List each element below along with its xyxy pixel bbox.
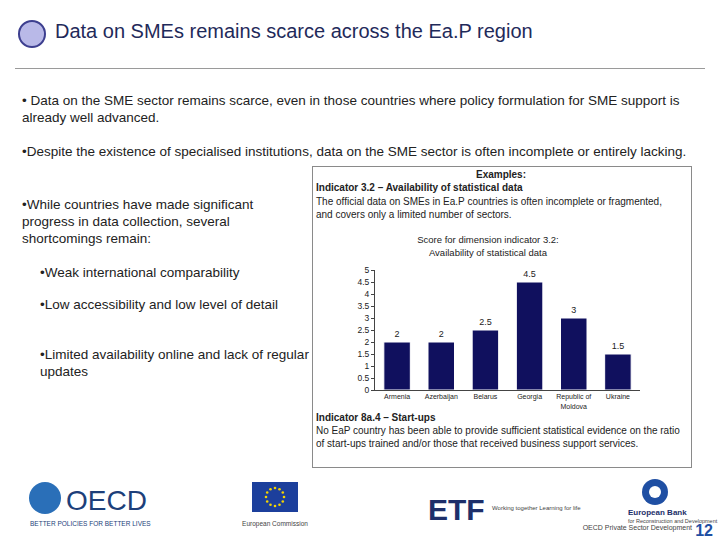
svg-text:4.5: 4.5	[523, 269, 536, 279]
svg-text:ETF: ETF	[428, 493, 485, 526]
svg-text:4.5: 4.5	[357, 277, 369, 287]
html-text:•While countries have made sig: •While countries have made significant p…	[22, 197, 254, 246]
svg-text:OECD Private Sector Developmen: OECD Private Sector Development	[583, 524, 692, 532]
svg-text:2: 2	[365, 337, 370, 347]
html-text:The official data on SMEs in E: The official data on SMEs in Ea.P countr…	[316, 196, 662, 220]
svg-text:Working together Learning for: Working together Learning for life	[492, 505, 581, 511]
svg-text:4: 4	[365, 289, 370, 299]
svg-text:Armenia: Armenia	[384, 393, 410, 400]
svg-text:0.5: 0.5	[357, 373, 369, 383]
svg-text:BETTER POLICIES FOR BETTER LIV: BETTER POLICIES FOR BETTER LIVES	[30, 520, 151, 527]
svg-text:3.5: 3.5	[357, 301, 369, 311]
svg-text:1.5: 1.5	[612, 341, 625, 351]
html-text:No EaP country has been able t: No EaP country has been able to provide …	[316, 425, 680, 449]
svg-text:for Reconstruction and Develop: for Reconstruction and Development	[628, 518, 718, 524]
html-text:•Low accessibility and low lev: •Low accessibility and low level of deta…	[40, 297, 279, 312]
html-text:Data on SMEs remains scarce ac: Data on SMEs remains scarce across the E…	[55, 20, 533, 42]
html-text:Indicator 8a.4 – Start-ups: Indicator 8a.4 – Start-ups	[316, 412, 436, 423]
svg-text:European Bank: European Bank	[628, 508, 687, 517]
html-text:•Weak international comparabil: •Weak international comparability	[40, 265, 240, 280]
svg-text:Belarus: Belarus	[474, 393, 498, 400]
html-text:•Limited availability online a: •Limited availability online and lack of…	[40, 347, 309, 379]
svg-text:12: 12	[695, 522, 713, 539]
svg-text:3: 3	[571, 305, 576, 315]
svg-text:2.5: 2.5	[357, 325, 369, 335]
svg-text:3: 3	[365, 313, 370, 323]
svg-text:2.5: 2.5	[479, 317, 492, 327]
html-text:Examples:: Examples:	[476, 169, 526, 180]
svg-text:1.5: 1.5	[357, 349, 369, 359]
html-text:• Data on the SME sector remai: • Data on the SME sector remains scarce,…	[22, 93, 680, 125]
svg-text:5: 5	[365, 265, 370, 275]
svg-text:Ukraine: Ukraine	[606, 393, 630, 400]
svg-text:2: 2	[439, 329, 444, 339]
svg-text:Azerbaijan: Azerbaijan	[425, 393, 458, 401]
svg-text:0: 0	[365, 385, 370, 395]
svg-text:European Commission: European Commission	[242, 520, 308, 528]
svg-text:2: 2	[395, 329, 400, 339]
svg-text:OECD: OECD	[66, 485, 147, 516]
svg-text:Score for dimension indicator: Score for dimension indicator 3.2:Availa…	[417, 234, 559, 257]
html-text:Indicator 3.2 – Availability o: Indicator 3.2 – Availability of statisti…	[316, 182, 523, 193]
svg-text:Georgia: Georgia	[517, 393, 542, 401]
svg-text:Republic ofMoldova: Republic ofMoldova	[556, 393, 591, 409]
html-text:•Despite the existence of spec: •Despite the existence of specialised in…	[22, 144, 687, 159]
svg-text:1: 1	[365, 361, 370, 371]
